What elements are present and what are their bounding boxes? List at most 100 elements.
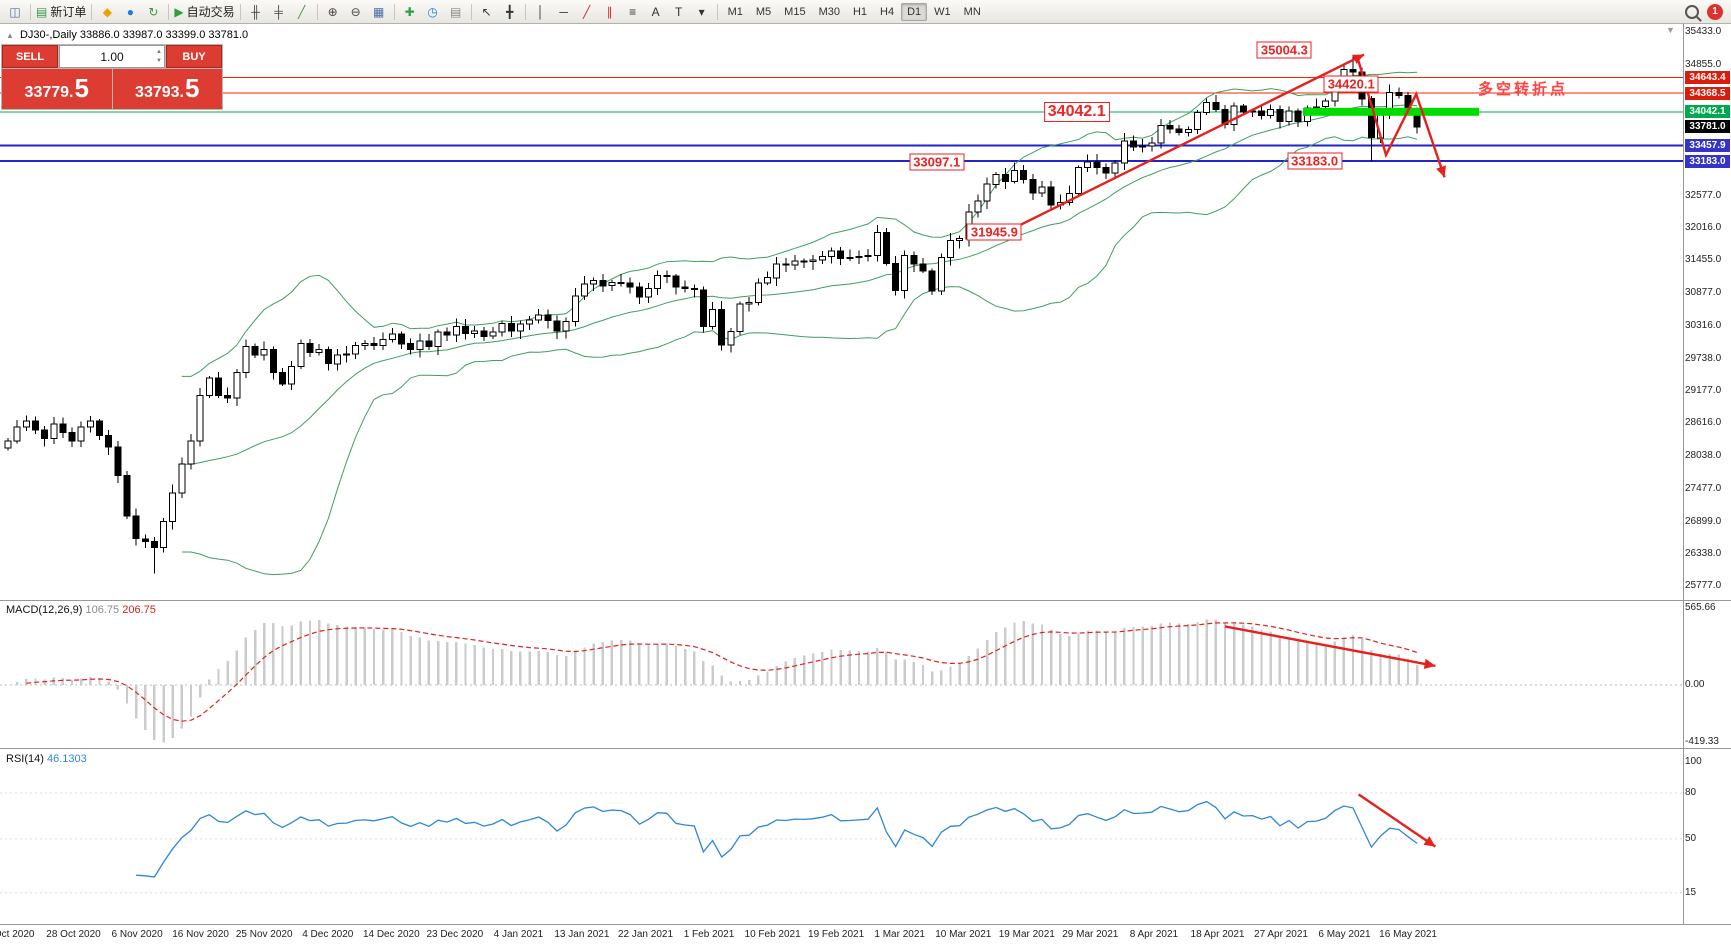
toolbar-separator: [316, 3, 318, 20]
indicators-icon: ✚: [404, 4, 415, 19]
horizontal-line-icon[interactable]: ─: [553, 1, 575, 23]
search-icon[interactable]: [1685, 4, 1699, 19]
candlestick-chart-icon: ╪: [274, 4, 283, 19]
candlestick-chart-icon[interactable]: ╪: [268, 1, 290, 23]
timeframe-button-h1[interactable]: H1: [852, 5, 868, 18]
shapes-dropdown-icon[interactable]: ▾: [691, 1, 713, 23]
refresh-icon[interactable]: ↻: [142, 1, 164, 23]
price-tick-label: 32016.0: [1685, 222, 1722, 233]
date-label: 25 Nov 2020: [235, 929, 293, 940]
trendline-icon[interactable]: ╱: [576, 1, 598, 23]
line-chart-icon: ╱: [297, 4, 306, 19]
time-axis[interactable]: [0, 925, 1684, 945]
community-icon[interactable]: ●: [119, 1, 141, 23]
templates-icon[interactable]: ▤: [445, 1, 467, 23]
turning-point-annotation[interactable]: 多空转折点: [1478, 81, 1569, 98]
trendline-icon: ╱: [582, 4, 591, 19]
fibonacci-icon[interactable]: ≡: [622, 1, 644, 23]
bars-chart-icon[interactable]: ╫: [245, 1, 267, 23]
timeframe-button-mn[interactable]: MN: [963, 5, 981, 18]
toolbar: ◫ ▤ 新订单 ◆ ● ↻ ▶ 自动交易 ╫ ╪ ╱ ⊕ ⊖ ▦ ✚ ◷ ▤ ↖ ╋ │ ─ ╱ ∥ ≡ A T ▾ M1 M5 M15 M…: [0, 0, 1731, 24]
symbol-period-text: DJ30-,Daily: [19, 29, 77, 41]
indicators-icon[interactable]: ✚: [399, 1, 421, 23]
volume-stepper[interactable]: 1.00 ▲ ▼: [59, 45, 165, 68]
annotation-price-label[interactable]: 35004.3: [1256, 41, 1312, 59]
spin-up-icon[interactable]: ▲: [156, 49, 162, 55]
templates-icon: ▤: [449, 4, 462, 19]
annotation-price-label[interactable]: 33097.1: [909, 153, 965, 171]
date-label: 27 Apr 2021: [1254, 929, 1308, 940]
date-label: 10 Mar 2021: [935, 929, 992, 940]
line-chart-icon[interactable]: ╱: [291, 1, 313, 23]
spin-down-icon[interactable]: ▼: [156, 58, 162, 64]
label-icon: T: [674, 4, 683, 19]
timeframe-button-h4[interactable]: H4: [880, 5, 895, 18]
timeframe-button-m30[interactable]: M30: [818, 5, 840, 18]
buy-price-main: 33793.: [135, 84, 184, 101]
timeframe-button-m5[interactable]: M5: [755, 5, 772, 18]
cursor-icon[interactable]: ↖: [476, 1, 498, 23]
crosshair-icon[interactable]: ╋: [499, 1, 521, 23]
label-icon[interactable]: T: [668, 1, 690, 23]
vertical-line-icon: │: [536, 4, 545, 19]
rsi-value: 46.1303: [46, 753, 87, 765]
toolbar-right-group: 1: [1685, 3, 1727, 20]
periods-icon: ◷: [427, 4, 438, 19]
shapes-dropdown-icon: ▾: [698, 4, 705, 19]
date-label: 6 Nov 2020: [111, 929, 163, 940]
new-order-label: 新订单: [50, 4, 87, 19]
auto-trading-button[interactable]: ▶ 自动交易: [173, 1, 235, 23]
sell-button[interactable]: SELL: [2, 45, 58, 68]
reversal-zigzag-arrow: [1357, 60, 1446, 178]
price-badge: 33183.0: [1685, 154, 1730, 168]
auto-trading-label: 自动交易: [186, 4, 235, 19]
quick-trade-icon[interactable]: ◆: [96, 1, 118, 23]
notification-badge[interactable]: 1: [1707, 3, 1723, 20]
periods-icon[interactable]: ◷: [422, 1, 444, 23]
toolbar-separator: [30, 3, 31, 20]
date-label: 1 Feb 2021: [683, 929, 735, 940]
zoom-in-icon[interactable]: ⊕: [322, 1, 344, 23]
sell-price[interactable]: 33779. 5: [2, 69, 112, 109]
channel-icon[interactable]: ∥: [599, 1, 621, 23]
price-tick-label: 26338.0: [1685, 547, 1722, 559]
new-order-icon: ▤: [36, 4, 48, 19]
date-label: 8 Apr 2021: [1129, 929, 1179, 940]
timeframe-button-w1[interactable]: W1: [934, 5, 951, 18]
timeframe-button-m15[interactable]: M15: [784, 5, 806, 18]
macd-histogram: [15, 619, 1419, 743]
toolbar-separator: [168, 3, 170, 20]
annotation-price-label[interactable]: 31945.9: [966, 223, 1022, 241]
timeframe-button-m1[interactable]: M1: [727, 5, 743, 18]
date-label: 19 Mar 2021: [998, 929, 1055, 940]
vertical-line-icon[interactable]: │: [530, 1, 552, 23]
new-order-button[interactable]: ▤ 新订单: [35, 1, 87, 23]
bars-chart-icon: ╫: [251, 4, 260, 19]
annotation-price-label[interactable]: 34420.1: [1323, 75, 1379, 93]
text-icon[interactable]: A: [645, 1, 667, 23]
zoom-out-icon: ⊖: [350, 4, 361, 19]
volume-spin-buttons[interactable]: ▲ ▼: [156, 48, 162, 66]
date-label: 23 Dec 2020: [426, 929, 484, 940]
crosshair-icon: ╋: [505, 4, 514, 19]
bollinger-upper-band: [181, 71, 1418, 377]
macd-signal-line: [26, 622, 1418, 722]
annotation-price-label[interactable]: 33183.0: [1287, 152, 1343, 170]
chart-window-icon[interactable]: ◫: [4, 1, 26, 23]
macd-signal-value: 206.75: [122, 604, 156, 616]
price-tick-label: 29177.0: [1685, 384, 1722, 396]
rsi-down-arrow: [1357, 793, 1437, 848]
annotation-price-label[interactable]: 34042.1: [1043, 101, 1110, 122]
buy-price[interactable]: 33793. 5: [112, 69, 222, 109]
buy-button[interactable]: BUY: [166, 45, 222, 68]
tile-windows-icon[interactable]: ▦: [368, 1, 390, 23]
auto-trading-icon: ▶: [174, 4, 184, 19]
timeframe-button-d1[interactable]: D1: [901, 2, 928, 21]
toolbar-separator: [393, 3, 395, 20]
trend-annotations: [1001, 53, 1446, 848]
price-badge: 34643.4: [1685, 70, 1730, 84]
date-label: 13 Jan 2021: [554, 929, 610, 940]
one-click-trade-panel: SELL 1.00 ▲ ▼ BUY 33779. 5 33793. 5: [1, 44, 223, 110]
zoom-out-icon[interactable]: ⊖: [345, 1, 367, 23]
